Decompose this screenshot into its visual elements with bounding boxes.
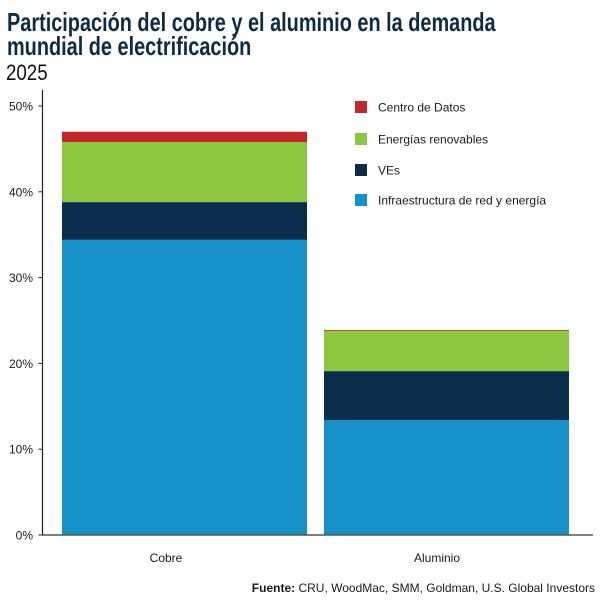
chart-subtitle: 2025 — [6, 60, 48, 85]
bar-segment-aluminio-centro-de-datos — [324, 329, 569, 331]
y-tick-label: 50% — [9, 100, 33, 114]
y-tick-label: 30% — [9, 271, 33, 285]
legend-label: VEs — [378, 164, 400, 178]
bar-segment-cobre-centro-de-datos — [62, 131, 307, 143]
chart-title-line-1: Participación del cobre y el aluminio en… — [7, 7, 496, 37]
y-tick-label: 0% — [16, 529, 34, 543]
x-category-label: Aluminio — [414, 551, 460, 565]
legend-swatch — [355, 194, 367, 206]
bars-group — [62, 131, 569, 535]
bar-segment-cobre-energ-as-renovables — [62, 142, 307, 203]
legend-item: Energías renovables — [355, 133, 488, 147]
legend-swatch — [355, 133, 367, 145]
legend-item: Infraestructura de red y energía — [355, 194, 546, 208]
source-text: CRU, WoodMac, SMM, Goldman, U.S. Global … — [295, 581, 595, 595]
bar-segment-cobre-ves — [62, 202, 307, 240]
bar-segment-aluminio-ves — [324, 371, 569, 421]
legend-item: VEs — [355, 164, 400, 178]
y-tick-label: 20% — [9, 357, 33, 371]
y-tick-label: 40% — [9, 185, 33, 199]
legend: Centro de Datos Energías renovables VEs Inf… — [355, 101, 546, 208]
source-label: Fuente: — [252, 581, 295, 595]
legend-swatch — [355, 101, 367, 113]
x-category-label: Cobre — [150, 551, 183, 565]
source-note: Fuente: CRU, WoodMac, SMM, Goldman, U.S.… — [252, 581, 595, 595]
bar-segment-aluminio-energ-as-renovables — [324, 330, 569, 372]
legend-swatch — [355, 164, 367, 176]
legend-item: Centro de Datos — [355, 101, 465, 115]
category-labels: Cobre Aluminio — [150, 551, 461, 565]
axes-group: 0% 10% 20% 30% 40% 50% — [9, 90, 593, 543]
legend-label: Infraestructura de red y energía — [378, 194, 546, 208]
legend-label: Centro de Datos — [378, 101, 465, 115]
chart-title-line-2: mundial de electrificación — [7, 31, 252, 61]
bar-segment-aluminio-infraestructura-de-red-y-energ-a — [324, 420, 569, 535]
legend-label: Energías renovables — [378, 133, 488, 147]
bar-segment-cobre-infraestructura-de-red-y-energ-a — [62, 239, 307, 535]
y-tick-label: 10% — [9, 443, 33, 457]
